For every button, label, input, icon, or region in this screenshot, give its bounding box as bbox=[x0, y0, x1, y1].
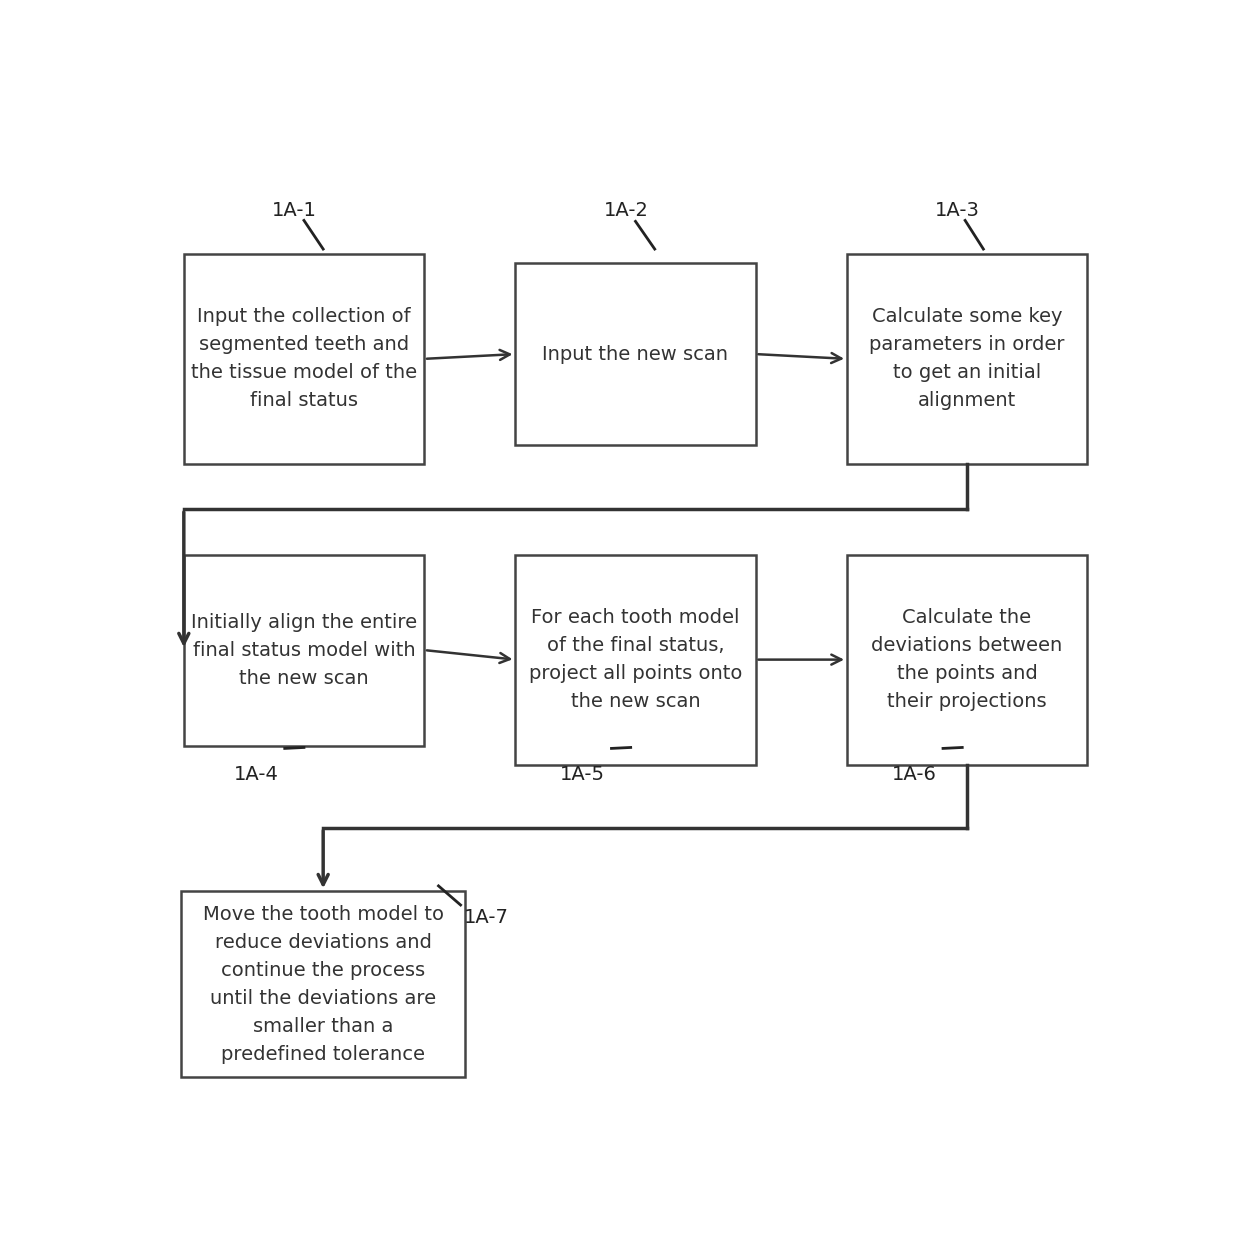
FancyBboxPatch shape bbox=[184, 554, 424, 745]
Text: Move the tooth model to
reduce deviations and
continue the process
until the dev: Move the tooth model to reduce deviation… bbox=[202, 905, 444, 1064]
Text: 1A-4: 1A-4 bbox=[233, 765, 278, 784]
Text: For each tooth model
of the final status,
project all points onto
the new scan: For each tooth model of the final status… bbox=[528, 608, 743, 711]
FancyBboxPatch shape bbox=[847, 554, 1087, 765]
Text: Initially align the entire
final status model with
the new scan: Initially align the entire final status … bbox=[191, 613, 417, 687]
Text: 1A-1: 1A-1 bbox=[272, 201, 316, 221]
Text: 1A-6: 1A-6 bbox=[892, 765, 936, 784]
Text: Input the collection of
segmented teeth and
the tissue model of the
final status: Input the collection of segmented teeth … bbox=[191, 308, 417, 410]
Text: Calculate some key
parameters in order
to get an initial
alignment: Calculate some key parameters in order t… bbox=[869, 308, 1065, 410]
FancyBboxPatch shape bbox=[181, 892, 465, 1078]
Text: 1A-5: 1A-5 bbox=[560, 765, 605, 784]
Text: 1A-7: 1A-7 bbox=[464, 908, 508, 928]
Text: 1A-3: 1A-3 bbox=[935, 201, 980, 221]
FancyBboxPatch shape bbox=[184, 254, 424, 464]
FancyBboxPatch shape bbox=[516, 554, 755, 765]
Text: Input the new scan: Input the new scan bbox=[543, 345, 729, 363]
FancyBboxPatch shape bbox=[847, 254, 1087, 464]
Text: Calculate the
deviations between
the points and
their projections: Calculate the deviations between the poi… bbox=[872, 608, 1063, 711]
Text: 1A-2: 1A-2 bbox=[604, 201, 649, 221]
FancyBboxPatch shape bbox=[516, 263, 755, 445]
